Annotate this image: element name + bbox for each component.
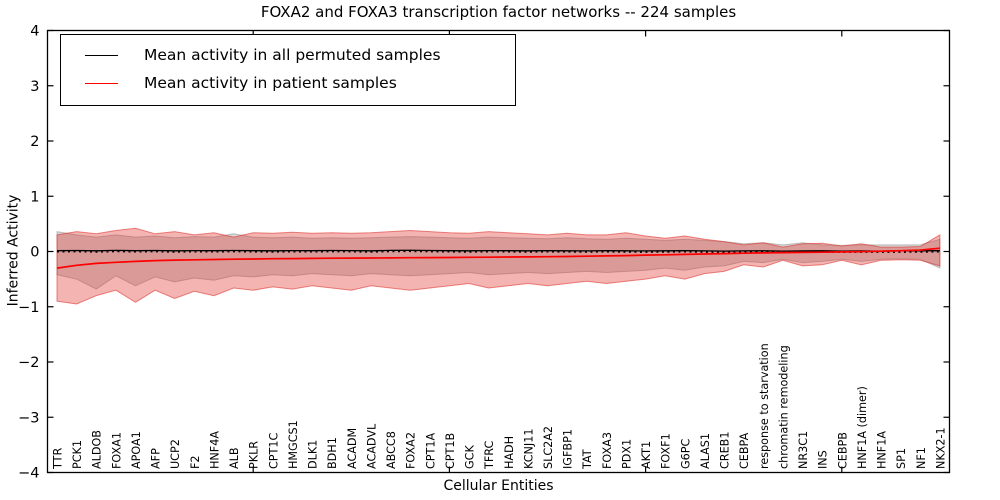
x-category-label: ALB [228, 447, 241, 469]
x-category-label: SLC2A2 [542, 426, 555, 469]
x-category-label: ALAS1 [699, 433, 712, 469]
svg-text:−2: −2 [18, 355, 39, 371]
svg-text:2: 2 [30, 134, 39, 150]
x-category-label: FOXA2 [405, 432, 418, 469]
chart-title: FOXA2 and FOXA3 transcription factor net… [260, 3, 737, 21]
x-category-label: TTR [52, 448, 65, 470]
x-category-label: HNF4A [208, 431, 221, 469]
x-category-label: NKX2-1 [934, 427, 947, 469]
svg-text:1: 1 [30, 189, 39, 205]
patient-mean-line [56, 247, 940, 269]
x-category-label: CEBPA [738, 432, 751, 469]
x-category-label: BDH1 [326, 437, 339, 469]
x-category-label: AKT1 [640, 441, 653, 469]
svg-text:3: 3 [30, 79, 39, 95]
x-category-label: ACADVL [365, 423, 378, 469]
x-category-label: F2 [189, 455, 202, 469]
patient-line-swatch [85, 82, 118, 84]
x-category-label: CREB1 [719, 432, 732, 469]
x-category-label: FOXF1 [660, 433, 673, 469]
x-category-label: AFP [150, 448, 163, 469]
x-category-label: PDX1 [620, 439, 633, 469]
x-category-label: G6PC [679, 438, 692, 469]
x-category-label: NF1 [915, 447, 928, 469]
legend-item-patient: Mean activity in patient samples [71, 69, 505, 97]
x-category-label: FOXA1 [110, 432, 123, 469]
legend: Mean activity in all permuted samples Me… [60, 34, 516, 106]
patient-std-band [56, 227, 941, 305]
x-category-label: ALDOB [91, 430, 104, 469]
x-category-label: FOXA3 [601, 432, 614, 469]
x-category-label: HMGCS1 [287, 420, 300, 469]
x-category-label: CPT1C [267, 432, 280, 469]
legend-item-permuted: Mean activity in all permuted samples [71, 41, 505, 69]
y-ticks: 4 3 2 1 0 −1 −2 −3 −4 [18, 24, 950, 482]
x-category-label: CPT1A [424, 432, 437, 469]
x-category-label: UCP2 [169, 439, 182, 469]
x-category-label: SP1 [895, 448, 908, 469]
x-category-label: INS [817, 450, 830, 469]
x-category-label: CEBPB [836, 432, 849, 469]
x-category-label: response to starvation [758, 343, 771, 469]
x-category-label: APOA1 [130, 431, 143, 469]
permuted-std-band [56, 231, 941, 290]
x-category-label: TAT [581, 449, 594, 470]
legend-label-patient: Mean activity in patient samples [144, 74, 397, 92]
x-category-label: HNF1A (dimer) [856, 386, 869, 469]
x-category-label: ACADM [346, 428, 359, 469]
svg-text:−3: −3 [18, 410, 39, 426]
x-category-label: GCK [464, 445, 477, 469]
x-category-label: HADH [503, 436, 516, 469]
svg-text:4: 4 [30, 24, 39, 40]
x-category-label: PKLR [248, 441, 261, 469]
svg-text:0: 0 [30, 245, 39, 261]
x-category-label: PCK1 [71, 440, 84, 469]
x-category-label: NR3C1 [797, 431, 810, 469]
x-category-label: chromatin remodeling [777, 345, 790, 469]
x-category-label: TFRC [483, 441, 496, 470]
x-axis-label: Cellular Entities [443, 478, 554, 494]
svg-text:−4: −4 [18, 466, 39, 482]
x-category-label: IGFBP1 [562, 429, 575, 469]
permuted-line-swatch [85, 54, 118, 56]
permuted-mean-line [56, 249, 940, 253]
x-category-label: KCNJ11 [522, 429, 535, 469]
x-category-label: HNF1A [876, 431, 889, 469]
x-category-label: DLK1 [307, 440, 320, 469]
x-category-label: CPT1B [444, 433, 457, 469]
legend-label-permuted: Mean activity in all permuted samples [144, 46, 441, 64]
x-category-labels: TTR PCK1 ALDOB FOXA1 APOA1 AFP UCP2 F2 HNF4A ALB P… [52, 343, 948, 470]
x-category-label: ABCC8 [385, 431, 398, 469]
svg-text:−1: −1 [18, 300, 39, 316]
